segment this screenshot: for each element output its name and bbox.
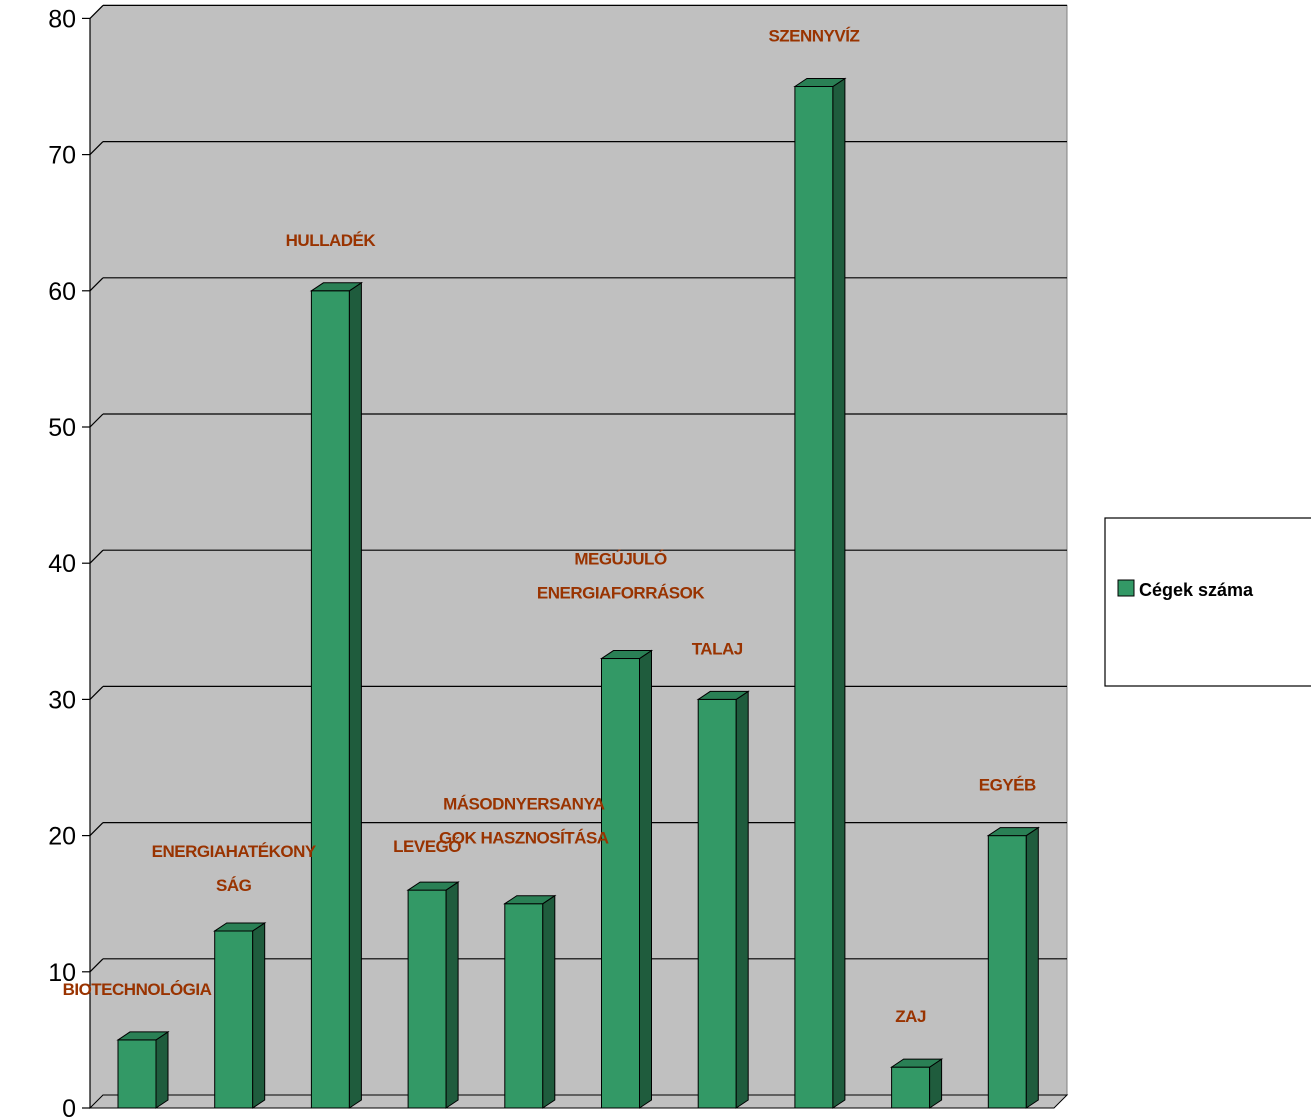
bar-front	[310, 290, 350, 1109]
bar-top	[309, 282, 364, 292]
bar	[213, 922, 267, 1109]
bar-front	[697, 698, 737, 1109]
y-tick-label: 50	[48, 414, 76, 442]
bar-front	[794, 86, 834, 1109]
y-tick-label: 60	[48, 278, 76, 306]
bar-side	[735, 690, 749, 1109]
bar	[696, 690, 750, 1109]
bar-top	[793, 78, 847, 87]
bar-side	[445, 881, 459, 1109]
bar	[986, 826, 1040, 1109]
bar	[889, 1058, 944, 1109]
bar-side	[832, 77, 846, 1109]
bar	[406, 881, 460, 1109]
y-tick-label: 30	[48, 686, 76, 714]
y-tick-label: 20	[48, 823, 76, 851]
gridline-diagonal	[89, 822, 104, 837]
category-data-label: MEGÚJULÓ ENERGIAFORRÁSOK	[537, 550, 705, 603]
bar-front	[117, 1039, 157, 1109]
bar-side	[252, 922, 266, 1109]
gridline-diagonal	[89, 277, 104, 292]
bars	[116, 77, 1040, 1109]
category-data-label: ZAJ	[895, 1007, 926, 1026]
bar-side	[542, 894, 556, 1109]
category-data-label: LEVEGŐ	[393, 837, 461, 856]
legend-swatch	[1117, 579, 1135, 597]
category-data-label: TALAJ	[692, 639, 743, 658]
bar-top	[696, 690, 750, 700]
category-labels: BIOTECHNOLÓGIA ENERGIAHATÉKONY SÁG HULLADÉK…	[63, 27, 1037, 1027]
y-tick-label: 70	[48, 142, 76, 170]
bar-side	[348, 281, 362, 1109]
bar	[309, 281, 364, 1109]
bar-front	[601, 658, 640, 1109]
bar-front	[891, 1066, 931, 1109]
bar-top	[599, 650, 654, 660]
bar-top	[116, 1031, 170, 1041]
bar-top	[986, 827, 1040, 837]
gridline-diagonal	[89, 958, 104, 973]
category-data-label: SZENNYVÍZ	[768, 27, 859, 46]
y-tick-label: 40	[48, 550, 76, 578]
bar-front	[214, 930, 254, 1109]
category-data-label: ENERGIAHATÉKONY SÁG	[152, 842, 317, 895]
y-tick-label: 80	[48, 5, 76, 33]
gridline-diagonal	[89, 413, 104, 428]
bar-top	[406, 881, 460, 891]
category-data-label: MÁSODNYERSANYA GOK HASZNOSÍTÁSA	[439, 795, 609, 848]
bar	[599, 649, 654, 1109]
bar	[503, 894, 557, 1109]
y-axis: 0 10 20 30 40 50 60 70 80	[48, 5, 91, 1120]
gridline-diagonal	[89, 685, 104, 700]
gridlines	[89, 4, 1067, 973]
gridline-diagonal	[89, 141, 104, 156]
bar-top	[503, 895, 557, 905]
bar-front	[504, 903, 544, 1109]
y-tick-label: 0	[62, 1095, 76, 1120]
y-tick-label: 10	[48, 959, 76, 987]
bar-side	[155, 1030, 169, 1109]
legend: Cégek száma	[1104, 517, 1311, 687]
bar	[793, 77, 847, 1109]
bar-top	[213, 922, 267, 932]
legend-box	[1104, 517, 1311, 687]
gridline-diagonal	[89, 549, 104, 564]
gridline-diagonal	[89, 4, 104, 19]
bar-side	[639, 649, 652, 1109]
bar-side	[1025, 826, 1039, 1109]
bar-top	[889, 1058, 944, 1068]
bar-front	[987, 835, 1027, 1109]
category-data-label: HULLADÉK	[286, 231, 377, 250]
category-data-label: BIOTECHNOLÓGIA	[63, 980, 212, 999]
category-data-label: EGYÉB	[979, 776, 1036, 795]
legend-series-name: Cégek száma	[1139, 580, 1254, 600]
bar-front	[407, 889, 447, 1109]
bar	[116, 1030, 170, 1109]
